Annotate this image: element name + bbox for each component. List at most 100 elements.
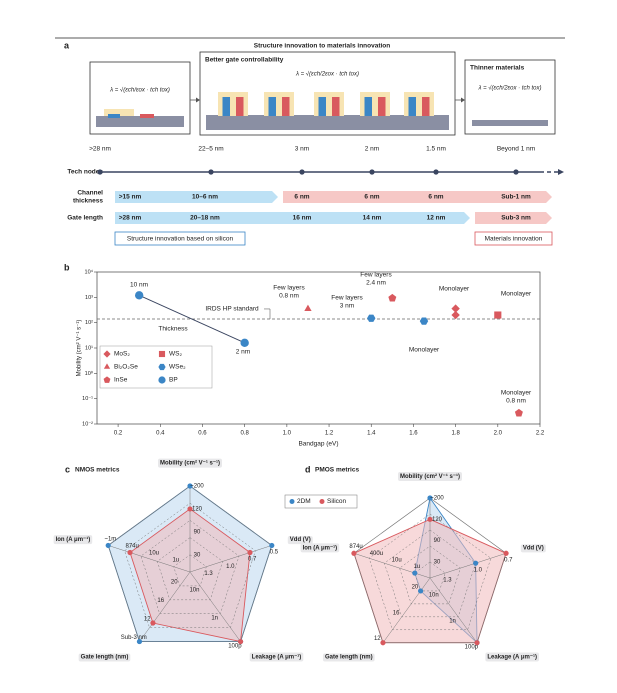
x-tick-label: 1.6 — [409, 431, 418, 437]
axis-label-bg — [322, 653, 375, 662]
radial-tick-label: 100p — [465, 644, 479, 650]
gate — [104, 109, 134, 116]
axis-label-bg — [78, 653, 131, 662]
ring — [368, 513, 492, 631]
legend-label: Bi₂O₂Se — [114, 364, 138, 371]
series-point — [351, 550, 357, 556]
legend-label: Silicon — [327, 498, 347, 505]
x-tick-label: 0.6 — [198, 431, 207, 437]
series-point — [427, 495, 433, 501]
node — [433, 169, 439, 175]
channel-n — [318, 97, 326, 116]
annotation: Few layers — [273, 285, 305, 292]
radial-tick-label: 0.7 — [248, 557, 257, 563]
materials-band — [475, 212, 552, 224]
point — [451, 310, 460, 320]
legend-label: MoS₂ — [114, 351, 130, 358]
point — [240, 338, 249, 348]
channel-n — [108, 114, 120, 118]
channel-n — [268, 97, 276, 116]
radial-tick-label: 12 — [374, 636, 381, 642]
annotation: Few layers — [360, 272, 392, 279]
materials-band — [283, 191, 552, 203]
legend-label: InSe — [114, 377, 128, 384]
point — [134, 291, 144, 300]
annotation: 10 nm — [130, 282, 148, 289]
legend-marker — [103, 350, 111, 358]
channel-n — [408, 97, 416, 116]
channel-n — [222, 97, 230, 116]
channel-p — [332, 97, 340, 116]
panel-label: d — [305, 464, 311, 474]
spoke — [139, 571, 191, 642]
node-label: >28 nm — [89, 146, 111, 153]
footer-box — [474, 231, 553, 246]
radial-tick-label: 20 — [412, 584, 419, 590]
channel-p — [422, 97, 430, 116]
axis-label: Gate length (nm) — [325, 655, 373, 661]
series-point — [187, 506, 193, 512]
legend-marker — [158, 363, 166, 371]
row-label: Gate length — [67, 215, 103, 222]
point — [514, 408, 523, 417]
axis-label-bg — [398, 471, 463, 481]
substrate — [96, 116, 184, 127]
row-item: 12 nm — [427, 215, 446, 222]
x-tick-label: 1.4 — [367, 431, 376, 437]
axis-label-bg — [520, 544, 546, 553]
row-item: >28 nm — [119, 215, 142, 222]
ring — [140, 520, 240, 614]
x-tick-label: 0.4 — [156, 431, 165, 437]
legend-label: WS₂ — [169, 351, 182, 358]
node — [299, 169, 305, 175]
panel-title: Structure innovation to materials innova… — [254, 43, 391, 50]
radial-tick-label: 1u — [172, 558, 179, 564]
x-tick-label: 1.8 — [451, 431, 460, 437]
legend-marker — [289, 499, 295, 504]
annotation: Monolayer — [439, 286, 470, 293]
row-item: 6 nm — [428, 194, 443, 201]
y-axis-label: Mobility (cm² V⁻¹ s⁻¹) — [77, 320, 83, 377]
series-point — [136, 638, 143, 645]
point — [304, 304, 312, 311]
axis-label: Ion (A μm⁻¹) — [56, 536, 91, 543]
axis-label: Vdd (V) — [290, 537, 311, 543]
x-tick-label: 2.2 — [536, 431, 545, 437]
row-item: Sub-1 nm — [501, 194, 531, 201]
series-point — [474, 640, 480, 646]
y-tick-label: 10⁻¹ — [82, 396, 93, 402]
footer: Materials innovation — [485, 236, 543, 243]
series-point — [269, 542, 275, 549]
axis-label-bg — [53, 535, 93, 545]
radial-tick-label: ~200 — [190, 484, 204, 490]
chart-title: NMOS metrics — [75, 467, 120, 474]
series-point — [417, 588, 424, 594]
annotation: 0.8 nm — [506, 398, 526, 405]
x-axis-label: Bandgap (eV) — [298, 441, 338, 448]
node-label: 3 nm — [295, 146, 309, 153]
ring — [384, 529, 476, 618]
row-item: 14 nm — [363, 215, 382, 222]
substrate — [206, 115, 449, 130]
radial-tick-label: 12 — [144, 616, 151, 622]
trend-label: Thickness — [158, 326, 188, 333]
radial-tick-label: 0.5 — [270, 550, 279, 556]
series-point — [412, 570, 418, 576]
axis-label-bg — [300, 543, 340, 553]
series-point — [105, 542, 111, 549]
annotation: 3 nm — [340, 303, 354, 310]
y-tick-label: 10⁰ — [85, 370, 94, 377]
spoke — [429, 577, 478, 643]
axis-label: Vdd (V) — [523, 545, 544, 551]
radial-tick-label: 30 — [194, 552, 201, 558]
x-tick-label: 0.2 — [114, 431, 123, 437]
legend-marker — [158, 376, 166, 384]
legend-label: 2DM — [297, 498, 311, 505]
arrow-head — [461, 97, 465, 103]
row-item: 16 nm — [293, 215, 312, 222]
ring — [399, 545, 461, 605]
x-tick-label: 0.8 — [240, 431, 249, 437]
radial-tick-label: 120 — [432, 517, 443, 523]
node-label: 1.5 nm — [426, 146, 446, 153]
annotation: Monolayer — [501, 390, 532, 397]
